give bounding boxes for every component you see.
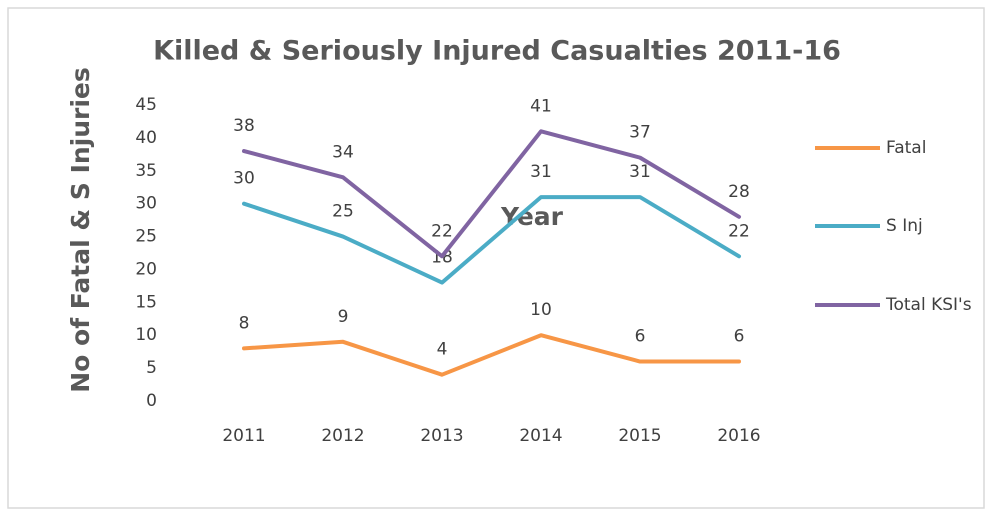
data-label: 6 bbox=[635, 327, 646, 347]
data-label: 31 bbox=[629, 162, 651, 182]
data-label: 4 bbox=[437, 340, 448, 360]
y-tick-label: 25 bbox=[135, 227, 157, 247]
data-label: 8 bbox=[239, 313, 250, 333]
data-label: 30 bbox=[233, 169, 255, 189]
x-tick-label: 2012 bbox=[321, 426, 364, 446]
y-axis-title: No of Fatal & S Injuries bbox=[66, 67, 95, 393]
legend-label: Total KSI's bbox=[885, 295, 972, 315]
y-tick-label: 20 bbox=[135, 259, 157, 279]
data-label: 41 bbox=[530, 96, 552, 116]
data-label: 34 bbox=[332, 142, 354, 162]
y-tick-label: 0 bbox=[146, 391, 157, 411]
data-label: 28 bbox=[728, 182, 750, 202]
series-line bbox=[242, 333, 741, 377]
data-label: 38 bbox=[233, 116, 255, 136]
y-tick-label: 45 bbox=[135, 95, 157, 115]
x-tick-label: 2011 bbox=[222, 426, 265, 446]
data-label: 6 bbox=[734, 327, 745, 347]
series-line bbox=[242, 195, 741, 285]
x-tick-label: 2014 bbox=[519, 426, 562, 446]
y-tick-label: 15 bbox=[135, 292, 157, 312]
series-line bbox=[242, 129, 741, 259]
data-label: 10 bbox=[530, 300, 552, 320]
data-label: 25 bbox=[332, 202, 354, 222]
chart-border bbox=[7, 7, 985, 509]
y-tick-label: 10 bbox=[135, 325, 157, 345]
y-tick-label: 5 bbox=[146, 358, 157, 378]
legend-label: S Inj bbox=[886, 216, 923, 236]
legend-label: Fatal bbox=[886, 138, 926, 158]
x-tick-label: 2016 bbox=[717, 426, 760, 446]
y-tick-label: 35 bbox=[135, 161, 157, 181]
y-tick-label: 40 bbox=[135, 128, 157, 148]
data-label: 9 bbox=[338, 307, 349, 327]
data-label: 22 bbox=[431, 221, 453, 241]
x-tick-label: 2013 bbox=[420, 426, 463, 446]
data-label: 31 bbox=[530, 162, 552, 182]
y-tick-label: 30 bbox=[135, 194, 157, 214]
data-label: 37 bbox=[629, 123, 651, 143]
chart-title: Killed & Seriously Injured Casualties 20… bbox=[153, 36, 841, 67]
data-label: 22 bbox=[728, 221, 750, 241]
x-tick-label: 2015 bbox=[618, 426, 661, 446]
